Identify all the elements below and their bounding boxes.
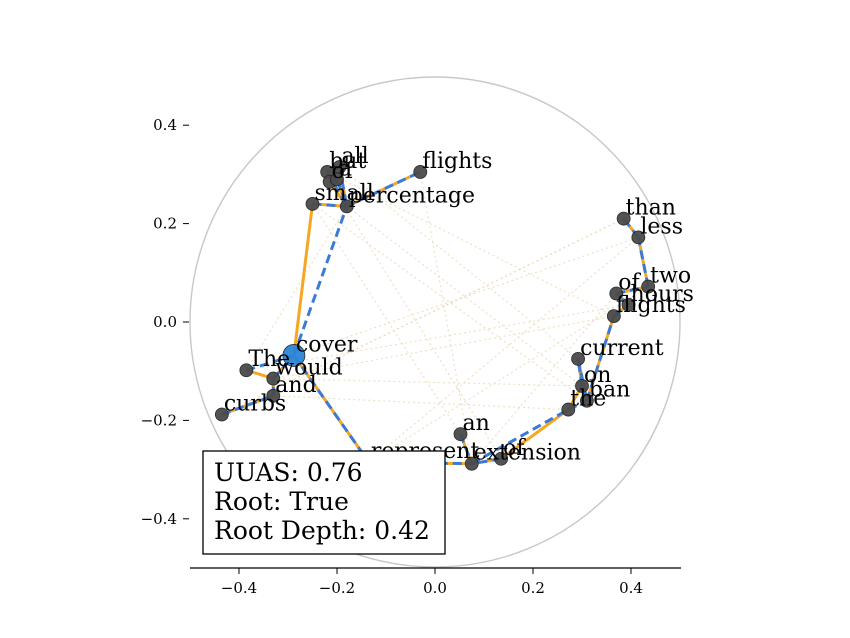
word-label: than xyxy=(626,196,676,221)
word-label: The xyxy=(248,347,290,372)
word-label: ban xyxy=(589,378,630,403)
word-node xyxy=(453,427,468,442)
word-node xyxy=(339,199,354,214)
word-label: extension xyxy=(474,441,581,466)
root-text: Root: True xyxy=(214,487,349,516)
word-label: the xyxy=(570,387,606,412)
background-line xyxy=(311,203,461,435)
predicted-edge xyxy=(221,394,274,416)
background-line xyxy=(419,171,473,464)
word-node xyxy=(609,286,624,301)
background-line xyxy=(471,293,617,465)
word-node xyxy=(571,351,585,366)
word-label: all xyxy=(341,144,368,169)
word-node xyxy=(413,165,428,179)
word-labels: Thecurbswouldandcoverbutallofasmallperce… xyxy=(224,144,694,466)
word-label: a xyxy=(339,156,352,181)
word-label: cover xyxy=(296,332,358,357)
word-label: curbs xyxy=(224,391,286,416)
x-tick-label: −0.4 xyxy=(221,579,257,597)
word-node xyxy=(214,407,229,422)
word-node xyxy=(239,363,254,378)
word-label: and xyxy=(275,373,316,398)
axes: −0.4 −0.2 0.0 0.2 0.4 0.4 0.2 0.0 −0.2 −0.4 xyxy=(141,116,681,597)
y-tick-label: 0.4 xyxy=(153,116,177,134)
word-label: of xyxy=(332,159,355,184)
word-label: small xyxy=(315,181,374,206)
background-line xyxy=(273,377,583,387)
gold-edge xyxy=(346,170,421,208)
gold-edge xyxy=(500,408,570,460)
y-ticks: 0.4 0.2 0.0 −0.2 −0.4 xyxy=(141,116,189,528)
predicted-edge xyxy=(636,237,650,287)
predicted-edge xyxy=(585,315,616,402)
predicted-edge xyxy=(292,205,349,356)
predicted-edge xyxy=(292,354,371,464)
word-node xyxy=(606,309,621,323)
predicted-edge xyxy=(245,354,295,372)
word-node xyxy=(616,211,631,226)
word-label: percentage xyxy=(349,183,475,208)
gold-edge xyxy=(292,203,314,356)
word-label: two xyxy=(650,264,691,289)
word-label: hours xyxy=(631,282,694,307)
background-line xyxy=(339,166,579,360)
word-label: flights xyxy=(422,149,492,174)
root-depth-text: Root Depth: 0.42 xyxy=(214,516,430,545)
x-ticks: −0.4 −0.2 0.0 0.2 0.4 xyxy=(221,568,643,597)
word-node xyxy=(575,379,589,393)
blue-predicted-edges xyxy=(221,166,650,466)
root-node xyxy=(282,344,306,367)
background-line xyxy=(312,203,588,402)
x-tick-label: −0.2 xyxy=(319,579,355,597)
gold-tree-edges xyxy=(221,165,650,466)
stats-box: UUAS: 0.76 Root: True Root Depth: 0.42 xyxy=(202,450,446,555)
background-line xyxy=(273,395,569,411)
boundary-circle xyxy=(189,76,681,568)
word-node xyxy=(641,279,656,294)
background-line xyxy=(329,181,502,460)
word-label: an xyxy=(462,411,489,436)
background-line xyxy=(368,236,639,463)
predicted-edge xyxy=(471,408,570,466)
x-tick-label: 0.0 xyxy=(423,579,447,597)
word-label: flights xyxy=(616,293,686,318)
word-nodes xyxy=(214,160,656,471)
word-node xyxy=(330,172,344,187)
y-tick-label: −0.2 xyxy=(141,411,177,429)
word-label: but xyxy=(329,149,366,174)
word-node xyxy=(631,230,646,245)
word-node xyxy=(305,197,320,211)
y-tick-label: 0.0 xyxy=(153,313,177,331)
background-line xyxy=(293,236,639,357)
background-distance-lines xyxy=(221,166,649,465)
background-line xyxy=(326,171,615,317)
y-tick-label: 0.2 xyxy=(153,215,177,233)
word-node xyxy=(580,393,594,408)
word-node xyxy=(266,388,281,403)
word-label: of xyxy=(618,270,641,295)
background-line xyxy=(346,205,583,387)
word-label: current xyxy=(580,336,664,361)
background-line xyxy=(245,206,348,371)
word-node xyxy=(621,297,636,312)
word-node xyxy=(561,402,576,417)
x-tick-label: 0.2 xyxy=(521,579,545,597)
word-node xyxy=(464,456,479,471)
y-tick-label: −0.4 xyxy=(141,510,177,528)
word-label: of xyxy=(503,436,526,461)
word-node xyxy=(266,371,281,386)
uuas-text: UUAS: 0.76 xyxy=(214,458,363,487)
x-tick-label: 0.4 xyxy=(619,579,643,597)
word-label: would xyxy=(275,356,342,381)
word-node xyxy=(494,451,509,466)
word-label: less xyxy=(640,214,683,239)
word-label: on xyxy=(584,363,611,388)
